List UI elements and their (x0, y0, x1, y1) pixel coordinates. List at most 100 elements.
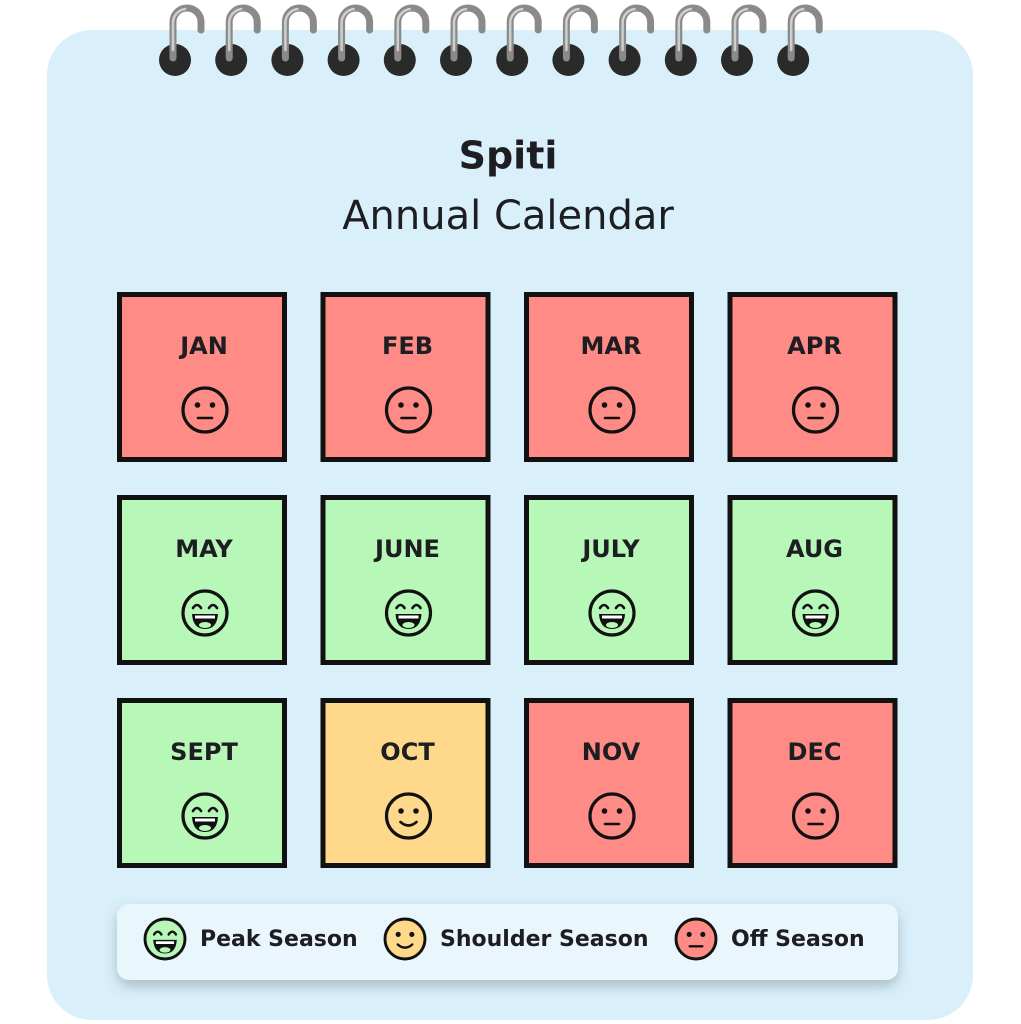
eye (395, 603, 406, 610)
mouth (399, 820, 418, 827)
face (384, 792, 433, 840)
eye (802, 603, 813, 610)
month-cell: DEC (727, 698, 898, 868)
month-label: JULY (580, 535, 640, 563)
month-box (524, 698, 694, 868)
face (143, 917, 187, 961)
teeth (602, 615, 622, 619)
month-box (117, 292, 287, 462)
eye (409, 931, 415, 937)
ring-shine (508, 7, 524, 52)
eye (413, 808, 419, 814)
month-box (727, 698, 898, 868)
eye (700, 931, 706, 937)
month-cell: AUG (727, 495, 898, 665)
legend-item: Off Season (674, 917, 865, 961)
eye (395, 931, 401, 937)
month-label: APR (787, 332, 842, 360)
face (181, 792, 229, 840)
eye (413, 402, 419, 408)
month-cell: FEB (320, 292, 491, 462)
month-label: SEPT (170, 738, 238, 766)
month-box (524, 292, 694, 462)
eye (686, 931, 692, 937)
month-label: DEC (788, 738, 842, 766)
ring-shine (284, 7, 299, 52)
ring-shine (789, 7, 805, 52)
eye (207, 603, 219, 610)
ring-shine (452, 7, 468, 52)
subtitle: Annual Calendar (342, 193, 674, 239)
legend-label: Off Season (731, 927, 865, 952)
eye (152, 930, 163, 936)
month-label: OCT (380, 738, 435, 766)
month-label: NOV (582, 738, 641, 766)
eye (207, 806, 219, 813)
face (181, 589, 229, 637)
eye (820, 808, 826, 814)
teeth (155, 941, 175, 944)
ring-shine (396, 7, 412, 52)
month-label: JUNE (373, 535, 440, 563)
month-cell: MAY (117, 495, 287, 665)
ring-shine (171, 7, 187, 52)
legend-item: Shoulder Season (383, 917, 648, 961)
month-cell: OCT (320, 698, 491, 868)
eye (398, 808, 404, 814)
eye (820, 402, 826, 408)
month-box (727, 495, 898, 665)
eye (411, 603, 422, 610)
tongue (199, 825, 211, 831)
tongue (402, 622, 415, 628)
teeth (805, 615, 826, 619)
month-box (320, 292, 491, 462)
month-cell: JULY (524, 495, 694, 665)
month-box (117, 495, 287, 665)
tongue (606, 622, 618, 628)
eye (209, 402, 216, 408)
month-box (320, 698, 491, 868)
month-box (727, 292, 898, 462)
spiral-binding (159, 4, 823, 76)
month-label: MAR (581, 332, 642, 360)
ring-shine (227, 7, 243, 52)
month-label: FEB (382, 332, 433, 360)
tongue (199, 622, 211, 628)
month-cell: NOV (524, 698, 694, 868)
ring-shine (340, 7, 355, 52)
title: Spiti (459, 134, 558, 178)
mouth (396, 943, 414, 949)
eye (167, 930, 178, 936)
face (791, 792, 840, 840)
legend-item: Peak Season (143, 917, 358, 961)
face (588, 386, 636, 434)
month-box (117, 698, 287, 868)
face (384, 589, 433, 637)
eye (601, 808, 608, 814)
ring-shine (677, 7, 693, 52)
face (588, 589, 636, 637)
eye (805, 808, 811, 814)
month-cell: JAN (117, 292, 287, 462)
month-label: JAN (178, 332, 228, 360)
month-cell: JUNE (320, 495, 491, 665)
face (181, 386, 229, 434)
month-label: MAY (175, 535, 233, 563)
face (384, 386, 433, 434)
eye (616, 808, 623, 814)
month-label: AUG (786, 535, 843, 563)
teeth (195, 615, 215, 619)
ring-shine (621, 7, 636, 52)
month-box (524, 495, 694, 665)
eye (194, 402, 201, 408)
tongue (809, 622, 822, 628)
ring-shine (565, 7, 580, 52)
eye (191, 603, 203, 610)
teeth (195, 818, 215, 822)
eye (601, 402, 608, 408)
face (791, 589, 840, 637)
face (791, 386, 840, 434)
eye (191, 806, 203, 813)
eye (398, 402, 404, 408)
